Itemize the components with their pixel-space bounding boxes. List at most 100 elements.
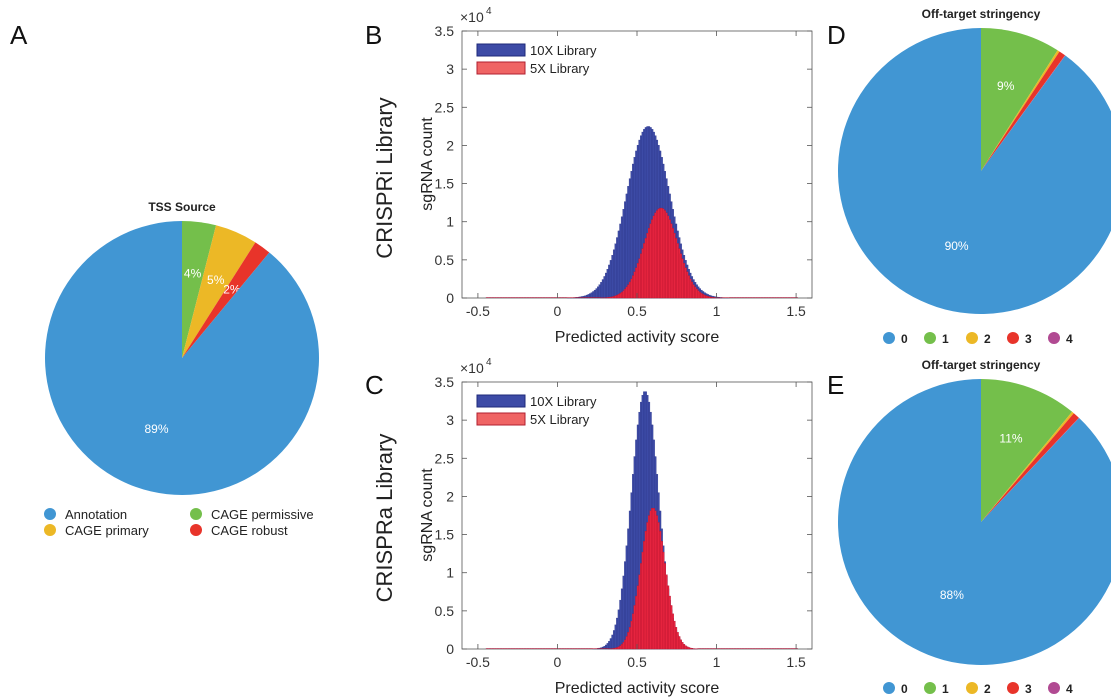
histogram-bar [745, 648, 747, 649]
legend-swatch-4 [1048, 682, 1060, 694]
histogram-bar [732, 648, 735, 649]
histogram-bar [511, 648, 514, 649]
pie-label-0: 88% [940, 588, 964, 602]
histogram-bar [796, 297, 798, 298]
y-tick-label: 0.5 [435, 252, 455, 268]
legend-swatch-cage-permissive [190, 508, 202, 520]
x-tick-label: 0.5 [627, 654, 647, 670]
crispra-y-multiplier-exp: 4 [486, 357, 492, 368]
histogram-bar [699, 648, 701, 649]
histogram-bar [727, 648, 730, 649]
histogram-bar [535, 648, 537, 649]
pie-label-1: 11% [999, 432, 1022, 446]
histogram-bar [530, 648, 533, 649]
histogram-bar [746, 648, 749, 649]
pie-label-cage-primary: 5% [207, 273, 225, 287]
histogram-bar [535, 297, 537, 298]
histogram-bar [554, 297, 557, 298]
histogram-bar [559, 648, 561, 649]
legend-label-0: 0 [901, 332, 908, 346]
histogram-bar [573, 297, 576, 298]
histogram-bar [560, 648, 563, 649]
histogram-bar [546, 648, 549, 649]
histogram-bar [598, 297, 601, 298]
histogram-bar [780, 297, 782, 298]
histogram-bar [516, 648, 518, 649]
legend-swatch-10x [476, 43, 526, 57]
histogram-bar [769, 297, 771, 298]
histogram-bar [517, 648, 520, 649]
histogram-bar [778, 648, 781, 649]
pie-label-1: 9% [997, 79, 1015, 93]
histogram-bar [743, 297, 746, 298]
crispra-offtarget-title: Off-target stringency [922, 358, 1041, 372]
histogram-bar [761, 648, 763, 649]
histogram-bar [748, 297, 751, 298]
legend-label-2: 2 [984, 332, 991, 346]
histogram-bar [764, 297, 767, 298]
histogram-bar [520, 648, 523, 649]
legend-swatch-2 [966, 682, 978, 694]
crispra-offtarget-panel: Off-target stringency 11% 88% 0 1 2 3 4 [838, 358, 1111, 696]
x-tick-label: 1.5 [786, 654, 806, 670]
histogram-bar [600, 648, 603, 649]
histogram-bar [568, 297, 571, 298]
histogram-bar [598, 648, 601, 649]
histogram-bar [697, 648, 700, 649]
legend-swatch-5x [476, 61, 526, 75]
histogram-bar [730, 648, 733, 649]
histogram-bar [576, 648, 579, 649]
crispra-y-multiplier-base: ×10 [460, 360, 484, 376]
histogram-bar [759, 648, 762, 649]
legend-swatch-0 [883, 682, 895, 694]
x-tick-label: -0.5 [466, 654, 490, 670]
histogram-bar [740, 297, 743, 298]
histogram-bar [489, 648, 491, 649]
histogram-bar [547, 648, 550, 649]
histogram-bar [773, 297, 776, 298]
histogram-bar [587, 297, 590, 298]
histogram-bar [784, 297, 787, 298]
x-tick-label: 1 [713, 303, 721, 319]
histogram-bar [524, 297, 526, 298]
y-tick-label: 0 [446, 641, 454, 657]
pie-label-0: 90% [945, 239, 969, 253]
tss-pie: 4% 5%2%89% [45, 221, 320, 495]
pie-label-annotation: 89% [144, 422, 168, 436]
y-tick-label: 2 [446, 488, 454, 504]
histogram-bar [590, 297, 593, 298]
histogram-bar [740, 648, 743, 649]
histogram-bar [562, 648, 565, 649]
histogram-bar [504, 297, 507, 298]
histogram-bar [753, 297, 755, 298]
histogram-bar [792, 297, 795, 298]
histogram-bar [732, 297, 735, 298]
histogram-bar [737, 648, 740, 649]
histogram-bar [527, 648, 530, 649]
histogram-bar [508, 297, 510, 298]
row-label-crispra: CRISPRa Library [372, 434, 397, 603]
histogram-bar [560, 297, 563, 298]
histogram-bar [517, 297, 520, 298]
histogram-bar [495, 297, 498, 298]
histogram-bar [557, 648, 560, 649]
panel-label-b: B [365, 20, 382, 50]
histogram-bar [551, 648, 553, 649]
histogram-bar [485, 648, 488, 649]
histogram-bar [734, 297, 736, 298]
histogram-bar [742, 297, 744, 298]
histogram-bar [792, 648, 795, 649]
histogram-bar [571, 297, 574, 298]
pie-slice-0 [838, 28, 1111, 314]
legend-label-cage-primary: CAGE primary [65, 523, 149, 538]
histogram-bar [525, 297, 528, 298]
pie-slice-cage-robust [182, 242, 270, 358]
legend-swatch-3 [1007, 682, 1019, 694]
histogram-bar [786, 648, 789, 649]
histogram-bar [780, 648, 782, 649]
histogram-bar [536, 297, 539, 298]
legend-label-0: 0 [901, 682, 908, 696]
histogram-bar [789, 297, 792, 298]
histogram-bar [506, 297, 509, 298]
